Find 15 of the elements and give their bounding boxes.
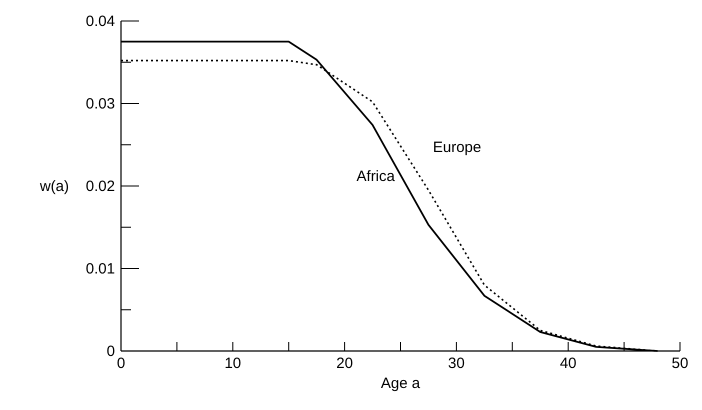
- y-tick-label: 0.02: [86, 178, 115, 195]
- x-tick-label: 20: [336, 355, 353, 372]
- y-tick-label: 0.03: [86, 96, 115, 112]
- x-tick-label: 40: [560, 355, 577, 372]
- x-tick-label: 0: [116, 355, 126, 372]
- y-tick-label: 0: [106, 343, 115, 360]
- series-label: Africa: [356, 168, 396, 185]
- x-tick-label: 50: [672, 355, 688, 372]
- y-axis-title: w(a): [38, 178, 69, 195]
- x-axis-title: Age a: [380, 375, 421, 392]
- x-tick-label: 30: [448, 355, 465, 372]
- y-tick-label: 0.04: [86, 13, 115, 30]
- y-tick-label: 0.01: [86, 260, 115, 278]
- x-tick-label: 10: [224, 355, 242, 372]
- series-label: Europe: [432, 138, 482, 156]
